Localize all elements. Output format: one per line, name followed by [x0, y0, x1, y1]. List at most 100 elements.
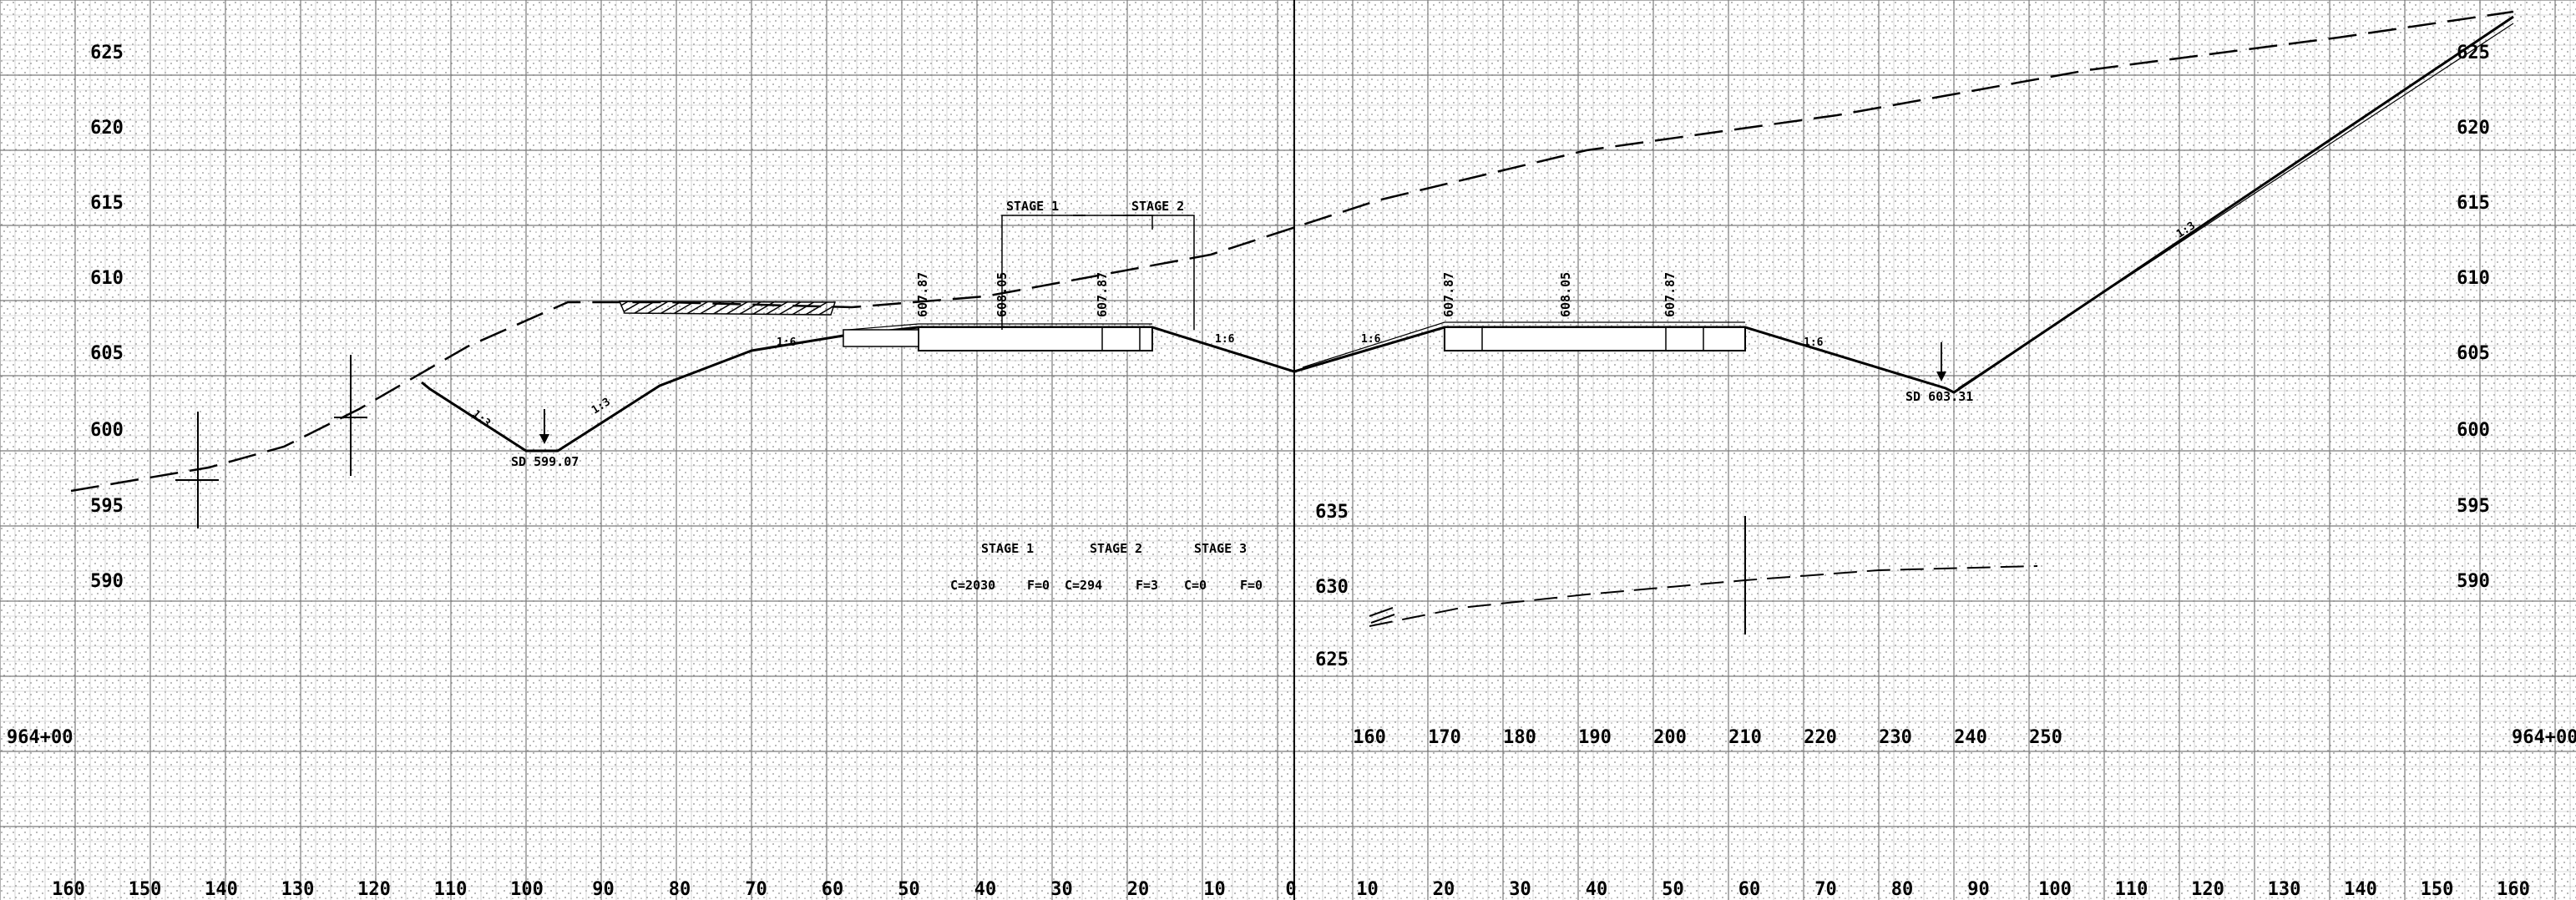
elevation-label: 600 [2457, 420, 2490, 441]
offset-label: 100 [510, 879, 544, 900]
elevation-label: 590 [2457, 571, 2490, 592]
ditch-right-arrow [1936, 342, 1946, 382]
stage-table-header: STAGE 3 [1194, 541, 1247, 556]
hatched-remnant [618, 301, 837, 316]
elevation-label: 625 [90, 43, 124, 63]
elevation-label: 590 [90, 571, 124, 592]
survey-mark-mid [334, 355, 367, 476]
offset-labels: 160 150 140 130 120 110 100 90 80 70 60 50 40 30 20 10 0… [52, 879, 2530, 900]
elevation-label: 615 [90, 193, 124, 214]
offset-label: 30 [1509, 879, 1531, 900]
offset-label: 20 [1127, 879, 1150, 900]
stage-table: STAGE 1 STAGE 2 STAGE 3 C=2030 F=0 C=294 F=3 C=… [950, 541, 1263, 593]
inset-break-mark [1369, 607, 1395, 624]
offset-label: 90 [592, 879, 615, 900]
pavement-left [918, 326, 1153, 351]
offset-label: 50 [898, 879, 920, 900]
offset-label: 40 [1586, 879, 1608, 900]
pavement-elevation-label: 608.05 [994, 272, 1010, 317]
inset-offset-label: 200 [1653, 727, 1687, 748]
offset-label: 30 [1050, 879, 1073, 900]
slope-label: 1:6 [777, 336, 797, 349]
stage-table-value: F=0 [1027, 578, 1050, 593]
pavement-elevation-label: 607.87 [1441, 272, 1456, 317]
offset-label: 90 [1967, 879, 1990, 900]
inset-offset-label: 240 [1954, 727, 1987, 748]
elevation-label: 595 [2457, 496, 2490, 517]
slope-label: 1:6 [1215, 333, 1235, 346]
inset-elevation-label: 625 [1315, 650, 1349, 670]
ditch-left-label: SD 599.07 [511, 454, 579, 469]
offset-label: 140 [205, 879, 238, 900]
stage-table-value: C=294 [1065, 578, 1102, 593]
offset-label: 110 [2115, 879, 2148, 900]
stage2-header: STAGE 2 [1131, 199, 1184, 214]
slope-label: 1:6 [1804, 336, 1824, 349]
pavement-right-joint-a [1444, 326, 1483, 351]
elevation-labels-left: 625 620 615 610 605 600 595 590 [90, 43, 124, 592]
pavement-right-joint-b [1665, 326, 1704, 351]
inset-offset-label: 170 [1428, 727, 1461, 748]
offset-label: 130 [2268, 879, 2301, 900]
inset-elevation-label: 630 [1315, 577, 1349, 598]
offset-label: 80 [1891, 879, 1914, 900]
stage2-bracket [1111, 215, 1195, 330]
inset-offset-label: 160 [1353, 727, 1386, 748]
proposed-template-offset [847, 23, 2514, 389]
offset-label: 160 [2497, 879, 2530, 900]
offset-label: 10 [1356, 879, 1379, 900]
elevation-label: 610 [90, 268, 124, 289]
survey-mark-left [175, 412, 219, 528]
offset-label: 40 [974, 879, 997, 900]
offset-label: 130 [281, 879, 315, 900]
pavement-left-joint-a [843, 329, 919, 347]
offset-label: 100 [2038, 879, 2072, 900]
offset-label: 10 [1203, 879, 1226, 900]
ditch-right-label: SD 603.31 [1905, 389, 1973, 404]
inset-offset-label: 190 [1578, 727, 1612, 748]
ditch-left-arrow [539, 409, 549, 444]
offset-label: 50 [1662, 879, 1684, 900]
offset-label: 20 [1433, 879, 1455, 900]
inset-offset-label: 210 [1728, 727, 1762, 748]
inset-offset-label: 180 [1503, 727, 1536, 748]
offset-label: 70 [1814, 879, 1837, 900]
elevation-label: 600 [90, 420, 124, 441]
inset-offset-label: 230 [1879, 727, 1912, 748]
elevation-label: 615 [2457, 193, 2490, 214]
inset-elevation-labels: 635 630 625 [1315, 502, 1349, 670]
elevation-label: 610 [2457, 268, 2490, 289]
offset-label: 80 [669, 879, 691, 900]
stage-table-value: C=2030 [950, 578, 995, 593]
offset-label: 110 [434, 879, 468, 900]
offset-label: 120 [357, 879, 391, 900]
offset-label: 0 [1285, 879, 1296, 900]
stage1-header: STAGE 1 [1006, 199, 1059, 214]
offset-label: 150 [2421, 879, 2454, 900]
station-label-right: 964+00 [2512, 727, 2576, 748]
offset-label: 160 [52, 879, 85, 900]
pavement-right [1444, 326, 1746, 351]
inset-offset-labels: 160 170 180 190 200 210 220 230 240 250 [1353, 727, 2062, 748]
stage-table-value: C=0 [1184, 578, 1207, 593]
offset-label: 120 [2191, 879, 2224, 900]
offset-label: 70 [745, 879, 767, 900]
offset-label: 150 [129, 879, 162, 900]
inset-offset-label: 220 [1804, 727, 1837, 748]
elevation-label: 605 [2457, 343, 2490, 364]
elevation-label: 595 [90, 496, 124, 517]
elevation-label: 605 [90, 343, 124, 364]
pavement-elevation-label: 607.87 [1663, 272, 1678, 317]
elevation-label: 620 [90, 118, 124, 139]
stage-table-header: STAGE 2 [1090, 541, 1142, 556]
pavement-elevation-labels: 607.87 608.05 607.87 607.87 608.05 607.87 [915, 272, 1678, 317]
stage-table-value: F=0 [1240, 578, 1263, 593]
pavement-left-joint-b [1101, 326, 1141, 351]
stage-table-value: F=3 [1136, 578, 1158, 593]
inset-offset-label: 250 [2029, 727, 2062, 748]
stage-table-header: STAGE 1 [981, 541, 1034, 556]
inset-elevation-label: 635 [1315, 502, 1349, 523]
elevation-labels-right: 625 620 615 610 605 600 595 590 [2457, 43, 2490, 592]
